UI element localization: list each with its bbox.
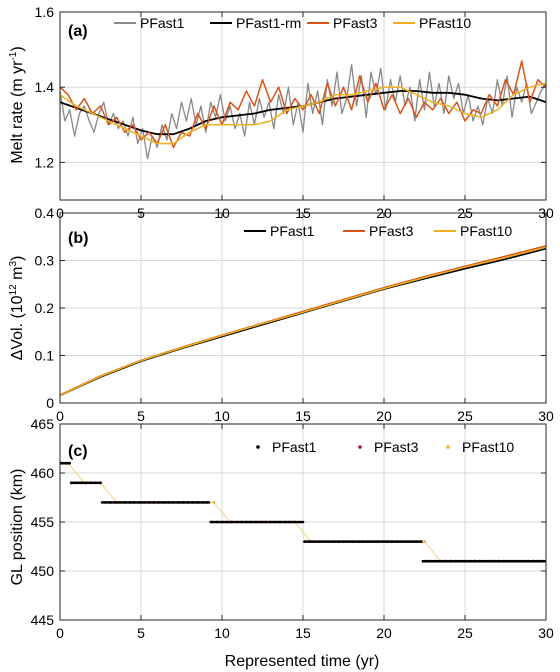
y-tick-label: 460: [31, 465, 55, 481]
panel-b-legend: PFast1 PFast3 PFast10: [244, 223, 512, 239]
panel-a-label: (a): [68, 23, 88, 40]
x-tick-label: 15: [295, 625, 311, 641]
series-pfast3: [60, 60, 546, 149]
panel-c-xlabel: Represented time (yr): [225, 653, 380, 670]
legend-label-pfast10: PFast10: [462, 439, 514, 455]
x-tick-label: 20: [376, 408, 392, 424]
legend-swatch-pfast10: [446, 445, 450, 449]
panel-b-label: (b): [68, 230, 88, 247]
x-tick-label: 0: [56, 408, 64, 424]
panel-b-ticks: 0 5 10 15 20 25 30 0 0.1 0.2 0.3 0.4: [35, 205, 554, 424]
legend-label-pfast3: PFast3: [374, 439, 419, 455]
x-tick-label: 30: [538, 408, 554, 424]
point-pfast1: [420, 540, 423, 543]
x-tick-label: 0: [56, 625, 64, 641]
panel-c-label: (c): [68, 443, 88, 460]
y-tick-label: 0.4: [35, 205, 55, 221]
legend-label-pfast3: PFast3: [369, 223, 414, 239]
point-pfast1: [68, 461, 71, 465]
y-tick-label: 0.3: [35, 253, 55, 269]
x-tick-label: 25: [457, 625, 473, 641]
legend-label-pfast1: PFast1: [270, 223, 315, 239]
y-tick-label: 465: [31, 416, 55, 432]
legend-label-pfast10: PFast10: [419, 15, 471, 31]
legend-label-pfast3: PFast3: [333, 15, 378, 31]
y-tick-label: 0: [46, 395, 54, 411]
legend-swatch-pfast1: [256, 445, 260, 449]
panel-c-legend: PFast1 PFast3 PFast10: [256, 439, 514, 455]
panel-c-series: [60, 461, 546, 563]
panel-c-ylabel: GL position (km): [9, 469, 26, 586]
point-pfast10: [212, 501, 216, 504]
point-pfast1: [207, 501, 211, 504]
y-tick-label: 0.1: [35, 348, 55, 364]
series-pfast10: [60, 246, 546, 397]
panel-b-series: [60, 245, 546, 397]
panel-b: 0 5 10 15 20 25 30 0 0.1 0.2 0.3 0.4 (b) ΔVol. (101…: [8, 205, 554, 424]
point-pfast10: [423, 540, 426, 543]
x-tick-label: 5: [137, 625, 145, 641]
panel-b-grid: [60, 213, 546, 403]
legend-label-pfast1: PFast1: [272, 439, 317, 455]
x-tick-label: 5: [137, 408, 145, 424]
panel-c: 0 5 10 15 20 25 30 445 450 455 460 465 (c) GL posit…: [9, 416, 554, 670]
panel-b-ylabel: ΔVol. (1012 m3): [8, 256, 26, 361]
legend-label-pfast1: PFast1: [140, 15, 185, 31]
y-tick-label: 1.2: [35, 154, 55, 170]
point-pfast1: [301, 520, 305, 524]
series-pfast10: [60, 82, 546, 145]
y-tick-label: 0.2: [35, 300, 55, 316]
panel-a: 0510152025301.21.41.6 (a) Melt rate (m y…: [8, 4, 554, 221]
x-tick-label: 25: [457, 408, 473, 424]
legend-label-pfast10: PFast10: [460, 223, 512, 239]
y-tick-label: 1.4: [35, 79, 55, 95]
x-tick-label: 20: [376, 625, 392, 641]
point-pfast1: [99, 481, 102, 485]
legend-swatch-pfast3: [358, 445, 362, 449]
y-tick-label: 445: [31, 612, 55, 628]
y-tick-label: 455: [31, 514, 55, 530]
x-tick-label: 30: [538, 625, 554, 641]
y-tick-label: 1.6: [35, 4, 55, 20]
x-tick-label: 10: [214, 625, 230, 641]
series-pfast1: [60, 63, 546, 160]
panel-a-legend: PFast1 PFast1-rm PFast3 PFast10: [114, 15, 471, 31]
x-tick-label: 15: [295, 408, 311, 424]
panel-a-series: [60, 60, 546, 160]
panel-a-ylabel: Melt rate (m yr-1): [8, 46, 26, 163]
legend-label-pfast1-rm: PFast1-rm: [236, 15, 301, 31]
x-tick-label: 10: [214, 408, 230, 424]
panel-c-ticks: 0 5 10 15 20 25 30 445 450 455 460 465: [31, 416, 554, 641]
y-tick-label: 450: [31, 563, 55, 579]
